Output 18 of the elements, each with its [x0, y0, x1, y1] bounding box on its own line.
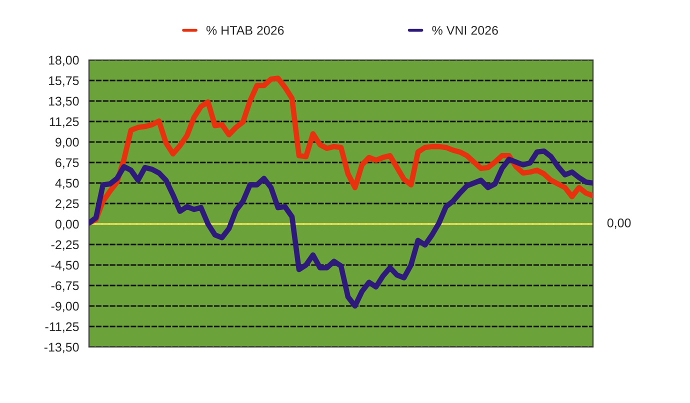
y-tick-label: 4,50 — [55, 178, 79, 190]
y-tick-label: -6,75 — [51, 281, 79, 292]
y-tick-label: 9,00 — [56, 138, 79, 148]
y-tick-label: 15,75 — [48, 76, 79, 87]
y-tick-label: 18,00 — [48, 56, 79, 66]
legend-label: % HTAB 2026 — [206, 26, 284, 35]
y-tick-label: -13,50 — [44, 342, 79, 354]
y-tick-label: 6,75 — [56, 158, 79, 169]
y-tick-label: 13,50 — [48, 96, 79, 108]
ref-line-label: 0,00 — [607, 218, 631, 229]
y-tick-label: 11,25 — [50, 117, 79, 128]
y-tick-label: -4,50 — [51, 260, 79, 272]
y-tick-label: -2,25 — [51, 240, 79, 251]
y-tick-label: -11,25 — [45, 322, 79, 333]
legend-label: % VNI 2026 — [432, 26, 498, 35]
y-tick-label: -9,00 — [51, 302, 79, 312]
y-tick-label: 0,00 — [55, 220, 79, 230]
y-tick-label: 2,25 — [56, 199, 79, 210]
